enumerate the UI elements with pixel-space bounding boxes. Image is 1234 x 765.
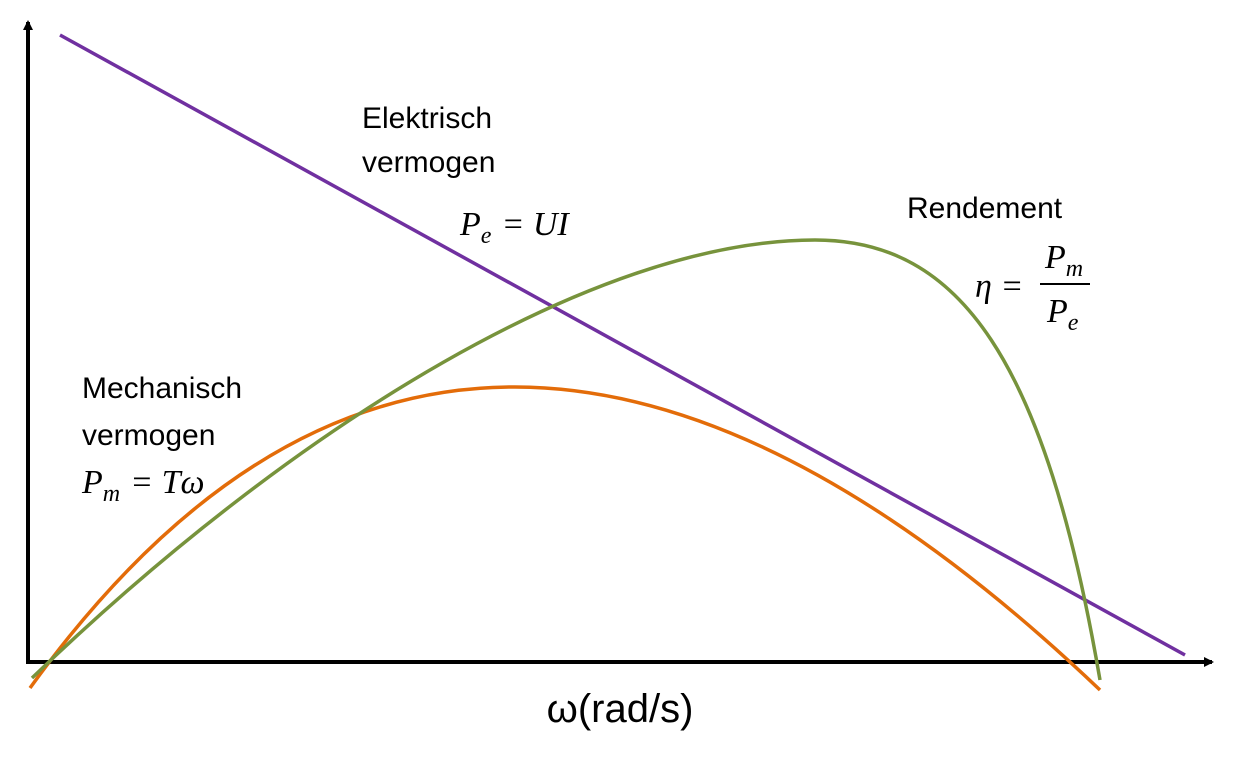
formula: η = [975,268,1023,305]
label: vermogen [82,419,215,452]
formula: Pm = Tω [81,464,204,507]
formula: Pe [1046,293,1079,336]
label: Rendement [907,192,1063,225]
formula: Pe = UI [459,206,570,249]
label: vermogen [362,146,495,179]
efficiency-curve [30,238,1102,681]
label: Elektrisch [362,102,492,135]
label: Mechanisch [82,372,242,405]
mechanical-power-curve [28,385,1102,692]
electric-power-line [59,33,1186,657]
x-axis-title: ω(rad/s) [547,687,694,731]
formula: Pm [1044,239,1083,282]
